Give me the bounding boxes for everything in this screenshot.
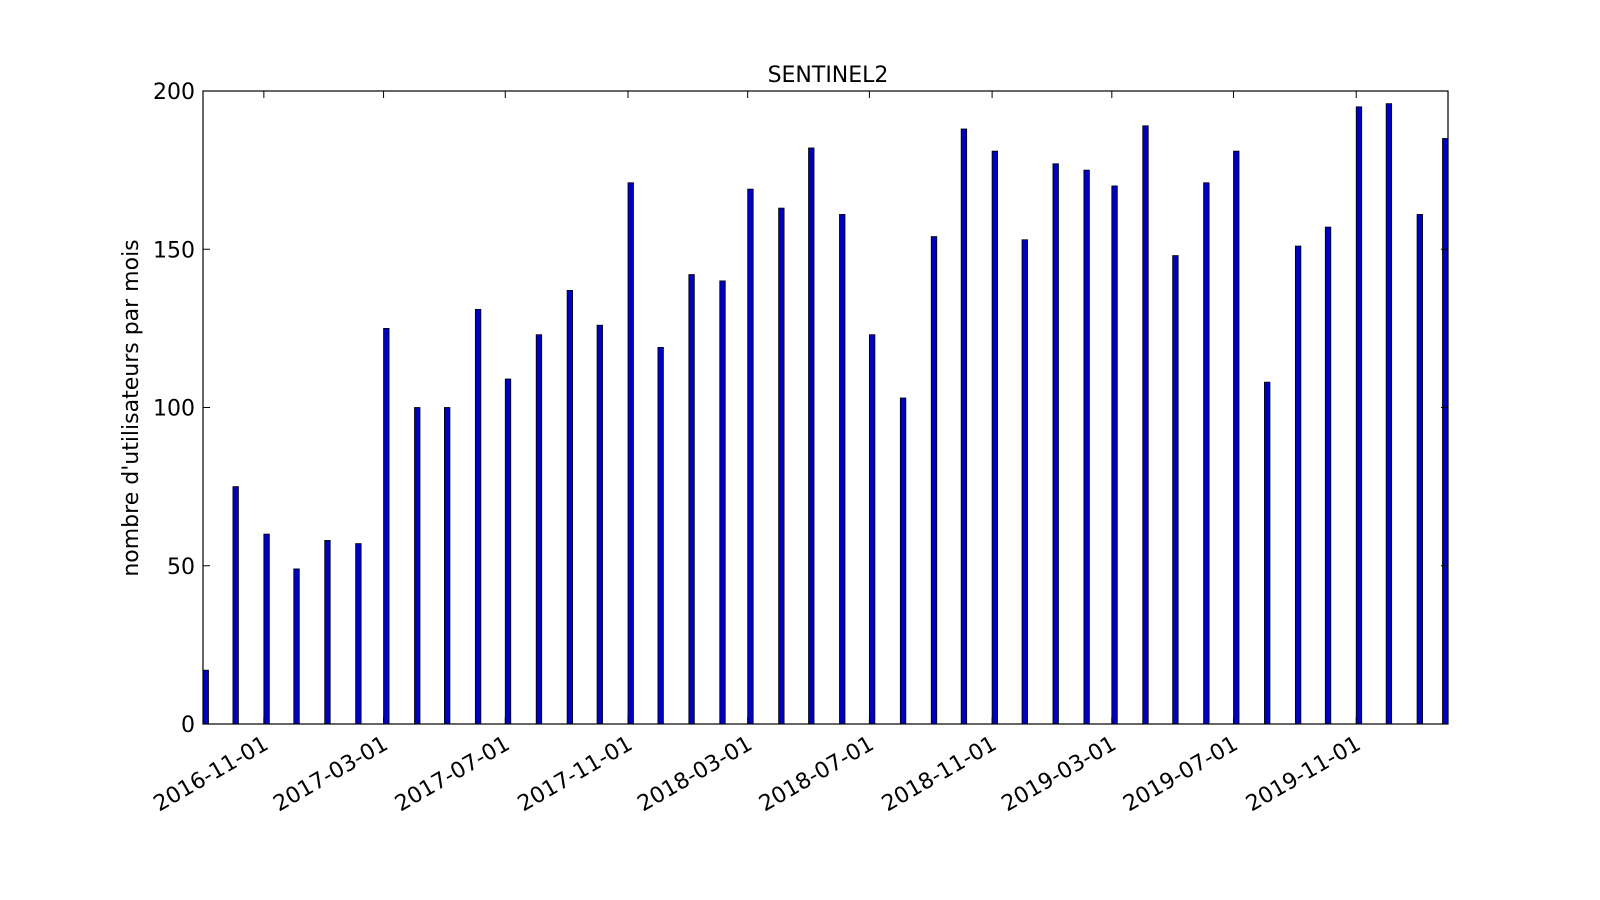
bar (1233, 150, 1240, 725)
bar (627, 182, 634, 725)
bar (474, 308, 482, 725)
x-tick-label: 2017-11-01 (514, 732, 637, 818)
bar (263, 533, 270, 725)
bar (504, 378, 512, 725)
bar (839, 214, 846, 725)
bar (991, 150, 998, 725)
bar (868, 334, 876, 725)
bar (566, 289, 574, 725)
bar (688, 274, 695, 725)
bar (808, 147, 815, 725)
bar (535, 334, 543, 725)
bar (747, 188, 754, 725)
bar (778, 207, 785, 725)
bar (1203, 182, 1210, 725)
y-axis: 0 50 100 150 200 (153, 80, 1448, 738)
bar (596, 324, 603, 725)
y-tick-label: 100 (153, 397, 195, 422)
bar (293, 568, 300, 725)
bar (1264, 381, 1271, 725)
x-tick-label: 2017-07-01 (391, 732, 514, 818)
bar (383, 327, 390, 725)
x-tick-label: 2019-11-01 (1242, 732, 1365, 818)
bar (1083, 169, 1090, 725)
x-tick-label: 2019-03-01 (998, 732, 1121, 818)
bar (657, 346, 664, 725)
bar (1111, 185, 1118, 725)
bar (444, 407, 451, 725)
bar (324, 540, 331, 725)
x-tick-label: 2018-11-01 (878, 732, 1001, 818)
x-tick-label: 2019-07-01 (1119, 732, 1242, 818)
plot-frame (202, 90, 1449, 725)
bar (1294, 245, 1302, 725)
y-tick-label: 0 (181, 713, 195, 738)
bar (1021, 239, 1028, 725)
bar (1385, 103, 1393, 725)
y-axis-label: nombre d'utilisateurs par mois (119, 239, 144, 576)
x-tick-label: 2018-07-01 (755, 732, 878, 818)
bar (719, 280, 726, 725)
bar (232, 486, 239, 725)
x-tick-label: 2016-11-01 (150, 732, 273, 818)
y-tick-label: 150 (153, 238, 195, 263)
bar (1142, 125, 1149, 725)
bar (355, 543, 362, 725)
y-tick-label: 200 (153, 80, 195, 105)
y-tick-label: 50 (167, 555, 195, 580)
bar (930, 236, 938, 725)
bar (1442, 138, 1449, 725)
bar (899, 397, 907, 725)
x-tick-label: 2018-03-01 (633, 732, 756, 818)
bar (1172, 255, 1179, 725)
bar (1355, 106, 1363, 725)
bar (1324, 226, 1332, 725)
chart-title: SENTINEL2 (768, 63, 889, 88)
bar (1416, 214, 1423, 725)
bars-group (202, 103, 1449, 725)
bar (960, 128, 968, 725)
bar (1052, 163, 1059, 725)
x-tick-label: 2017-03-01 (269, 732, 392, 818)
bar (202, 669, 209, 725)
bar (414, 407, 421, 725)
